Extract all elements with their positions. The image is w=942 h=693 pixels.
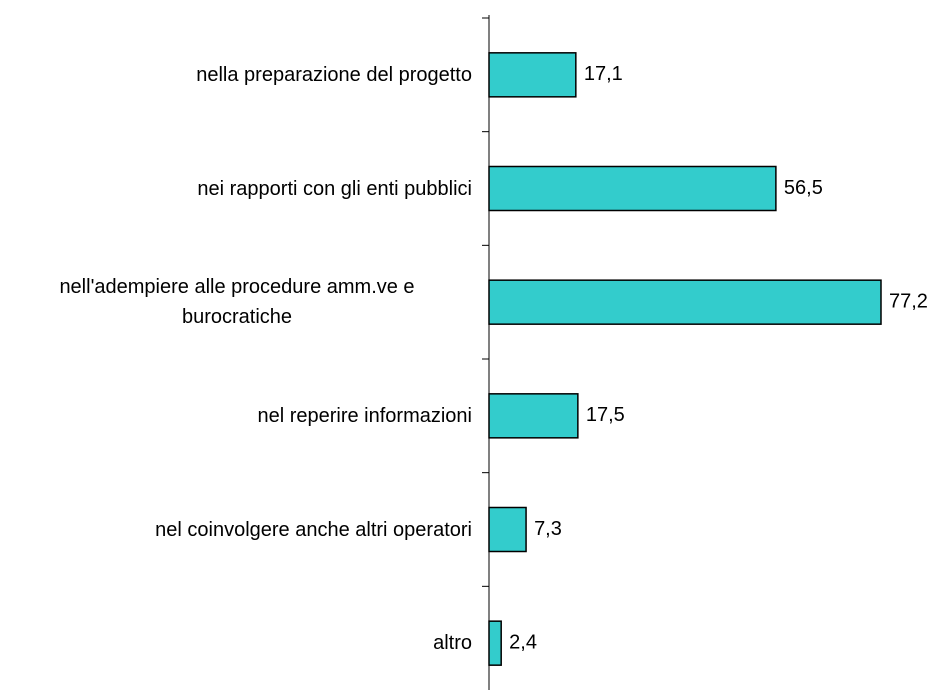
value-label: 2,4 xyxy=(509,631,537,653)
bar xyxy=(488,52,577,98)
category-label: altro xyxy=(433,632,472,655)
category-label: nella preparazione del progetto xyxy=(196,63,472,86)
category-label: nel coinvolgere anche altri operatori xyxy=(155,518,472,541)
category-label: nel reperire informazioni xyxy=(257,404,472,427)
value-label: 7,3 xyxy=(534,518,562,540)
bar xyxy=(488,165,777,212)
bar xyxy=(488,279,882,325)
bar xyxy=(488,620,502,666)
category-label: nell'adempiere alle procedure amm.ve e b… xyxy=(59,276,415,329)
bar xyxy=(488,506,527,553)
value-label: 77,2 xyxy=(889,290,928,312)
value-label: 17,5 xyxy=(586,404,625,426)
bar xyxy=(488,393,579,439)
value-label: 17,1 xyxy=(584,63,623,85)
category-label: nei rapporti con gli enti pubblici xyxy=(197,177,472,200)
value-label: 56,5 xyxy=(784,177,823,199)
